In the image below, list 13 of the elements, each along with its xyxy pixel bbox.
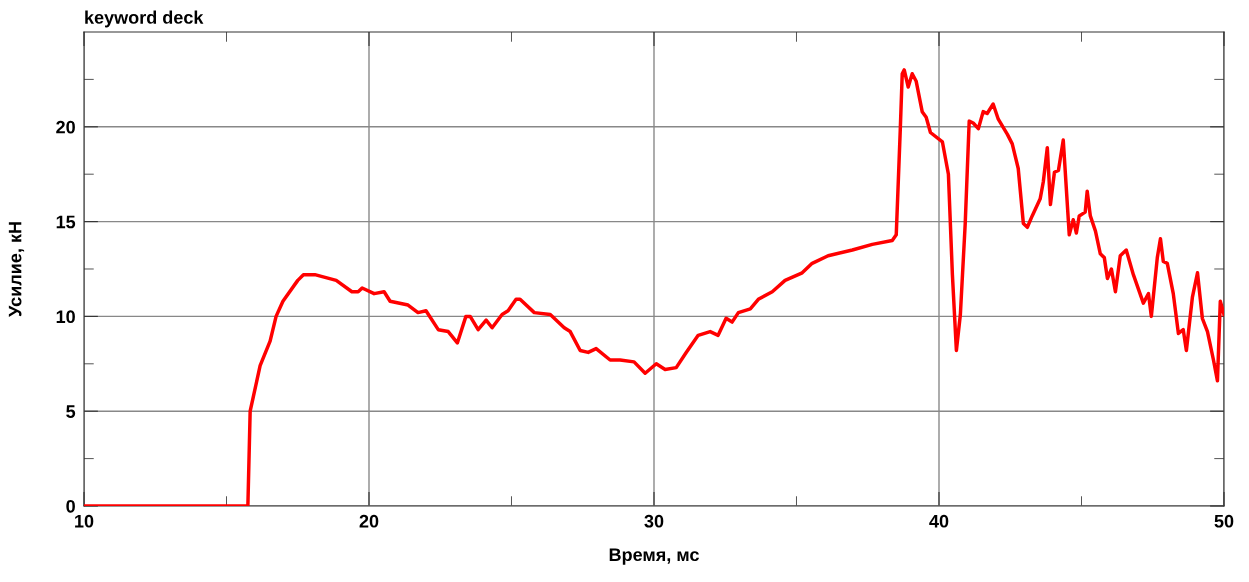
- chart-title: keyword deck: [85, 10, 204, 28]
- x-tick-label: 50: [1214, 514, 1234, 528]
- x-tick-label: 20: [359, 514, 379, 528]
- y-tick-label: 20: [56, 120, 75, 134]
- y-tick-label: 15: [56, 215, 76, 229]
- y-tick-label: 10: [56, 310, 75, 324]
- y-axis-title: Усилие, кН: [8, 222, 25, 317]
- x-tick-label: 30: [644, 514, 664, 528]
- x-tick-label: 10: [75, 514, 94, 528]
- y-tick-label: 5: [66, 405, 76, 418]
- x-tick-label: 40: [929, 514, 949, 528]
- x-axis-title: Время, мс: [609, 548, 699, 565]
- y-tick-label: 0: [66, 499, 75, 513]
